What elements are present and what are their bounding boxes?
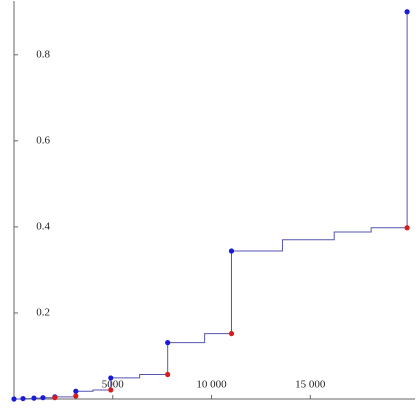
x-tick-label: 5000: [102, 379, 125, 391]
point: [165, 371, 171, 378]
point: [228, 248, 235, 254]
y-tick-label: 0.8: [36, 48, 50, 60]
y-tick-label: 0.2: [36, 306, 50, 318]
point: [108, 387, 114, 393]
point: [165, 340, 171, 346]
step-line: [14, 11, 408, 400]
x-tick-label: 15 000: [295, 379, 326, 391]
point: [404, 9, 410, 15]
point: [404, 225, 410, 231]
y-tick-label: 0.4: [36, 220, 50, 232]
point: [73, 388, 79, 394]
point: [40, 395, 46, 401]
point: [11, 396, 17, 402]
point: [52, 395, 58, 401]
point: [73, 393, 79, 399]
x-tick-label: 10 000: [196, 379, 227, 391]
point: [20, 395, 26, 402]
point: [228, 330, 235, 337]
point: [31, 395, 37, 401]
y-tick-label: 0.6: [36, 134, 50, 146]
point: [108, 375, 114, 381]
